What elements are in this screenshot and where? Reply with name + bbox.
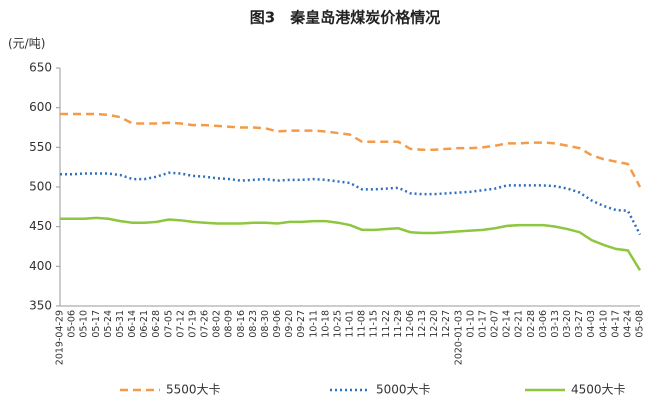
x-tick-label: 03-20: [562, 310, 573, 338]
legend-label: 4500大卡: [571, 383, 626, 397]
legend-label: 5000大卡: [376, 383, 431, 397]
y-tick-label: 650: [29, 61, 52, 75]
x-tick-label: 12-20: [429, 310, 440, 338]
x-tick-label: 08-16: [236, 310, 247, 338]
chart-title: 图3 秦皇岛港煤炭价格情况: [250, 9, 440, 27]
x-tick-label: 07-19: [187, 310, 198, 338]
x-tick-label: 05-24: [103, 310, 114, 338]
x-tick-label: 11-08: [357, 310, 368, 338]
x-tick-label: 05-31: [115, 310, 126, 338]
x-tick-label: 01-17: [477, 310, 488, 338]
x-tick-label: 10-25: [332, 310, 343, 338]
x-tick-label: 11-22: [381, 310, 392, 338]
x-tick-label: 08-30: [260, 310, 271, 338]
x-tick-label: 06-28: [151, 310, 162, 338]
x-tick-label: 05-06: [67, 310, 78, 338]
x-tick-label: 03-13: [550, 310, 561, 338]
y-tick-label: 550: [29, 140, 52, 154]
y-axis-label: (元/吨): [8, 37, 45, 51]
y-tick-label: 600: [29, 100, 52, 114]
series-line: [60, 216, 642, 271]
x-tick-label: 06-21: [139, 310, 150, 338]
x-tick-label: 07-26: [200, 310, 211, 338]
x-tick-label: 12-13: [417, 310, 428, 338]
x-tick-label: 03-27: [574, 310, 585, 338]
x-tick-label: 08-09: [224, 310, 235, 338]
x-tick-label: 01-10: [465, 310, 476, 338]
x-tick-label: 04-03: [586, 310, 597, 338]
series-line: [60, 112, 642, 188]
x-tick-label: 03-06: [538, 310, 549, 338]
x-tick-label: 05-17: [91, 310, 102, 338]
x-tick-label: 02-28: [526, 310, 537, 338]
x-tick-label: 06-14: [127, 310, 138, 338]
x-tick-label: 09-06: [272, 310, 283, 338]
x-tick-label: 2019-04-29: [55, 310, 66, 365]
x-tick-label: 10-18: [320, 310, 331, 338]
legend-label: 5500大卡: [166, 383, 221, 397]
x-tick-label: 11-01: [345, 310, 356, 338]
y-tick-label: 500: [29, 180, 52, 194]
x-tick-label: 04-10: [598, 310, 609, 338]
x-tick-label: 04-17: [610, 310, 621, 338]
x-tick-label: 05-08: [635, 310, 646, 338]
x-tick-label: 09-27: [296, 310, 307, 338]
y-tick-label: 450: [29, 219, 52, 233]
x-tick-label: 02-14: [502, 310, 513, 338]
x-tick-label: 11-15: [369, 310, 380, 338]
x-tick-label: 08-23: [248, 310, 259, 338]
x-tick-label: 09-20: [284, 310, 295, 338]
x-tick-label: 05-10: [79, 310, 90, 338]
x-tick-label: 08-02: [212, 310, 223, 338]
x-tick-label: 12-27: [441, 310, 452, 338]
x-tick-label: 07-05: [163, 310, 174, 338]
y-tick-label: 400: [29, 259, 52, 273]
x-tick-label: 07-12: [175, 310, 186, 338]
y-tick-label: 350: [29, 299, 52, 313]
x-tick-label: 12-06: [405, 310, 416, 338]
x-tick-label: 2020-01-03: [453, 310, 464, 365]
x-tick-label: 11-29: [393, 310, 404, 338]
x-tick-label: 10-11: [308, 310, 319, 338]
x-tick-label: 04-24: [622, 310, 633, 338]
x-tick-label: 02-21: [514, 310, 525, 338]
x-tick-label: 02-07: [490, 310, 501, 338]
